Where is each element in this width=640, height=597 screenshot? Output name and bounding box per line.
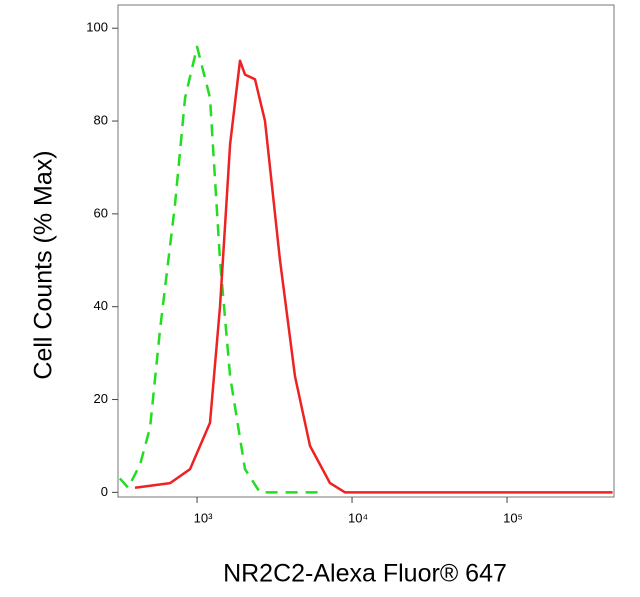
y-tick-label: 60 <box>94 205 108 220</box>
histogram-line <box>118 45 321 494</box>
y-tick-label: 100 <box>86 20 108 35</box>
plot-frame <box>117 4 615 498</box>
y-tick-label: 0 <box>101 484 108 499</box>
x-tick-label: 10³ <box>194 510 213 525</box>
y-tick-label: 40 <box>94 298 108 313</box>
y-tick-label: 80 <box>94 112 108 127</box>
x-axis-label: NR2C2-Alexa Fluor® 647 <box>223 560 507 588</box>
histogram-line <box>134 59 613 494</box>
y-axis-label: Cell Counts (% Max) <box>30 150 58 379</box>
x-tick-label: 10⁴ <box>348 510 368 525</box>
y-tick-label: 20 <box>94 391 108 406</box>
x-tick-label: 10⁵ <box>503 510 523 525</box>
